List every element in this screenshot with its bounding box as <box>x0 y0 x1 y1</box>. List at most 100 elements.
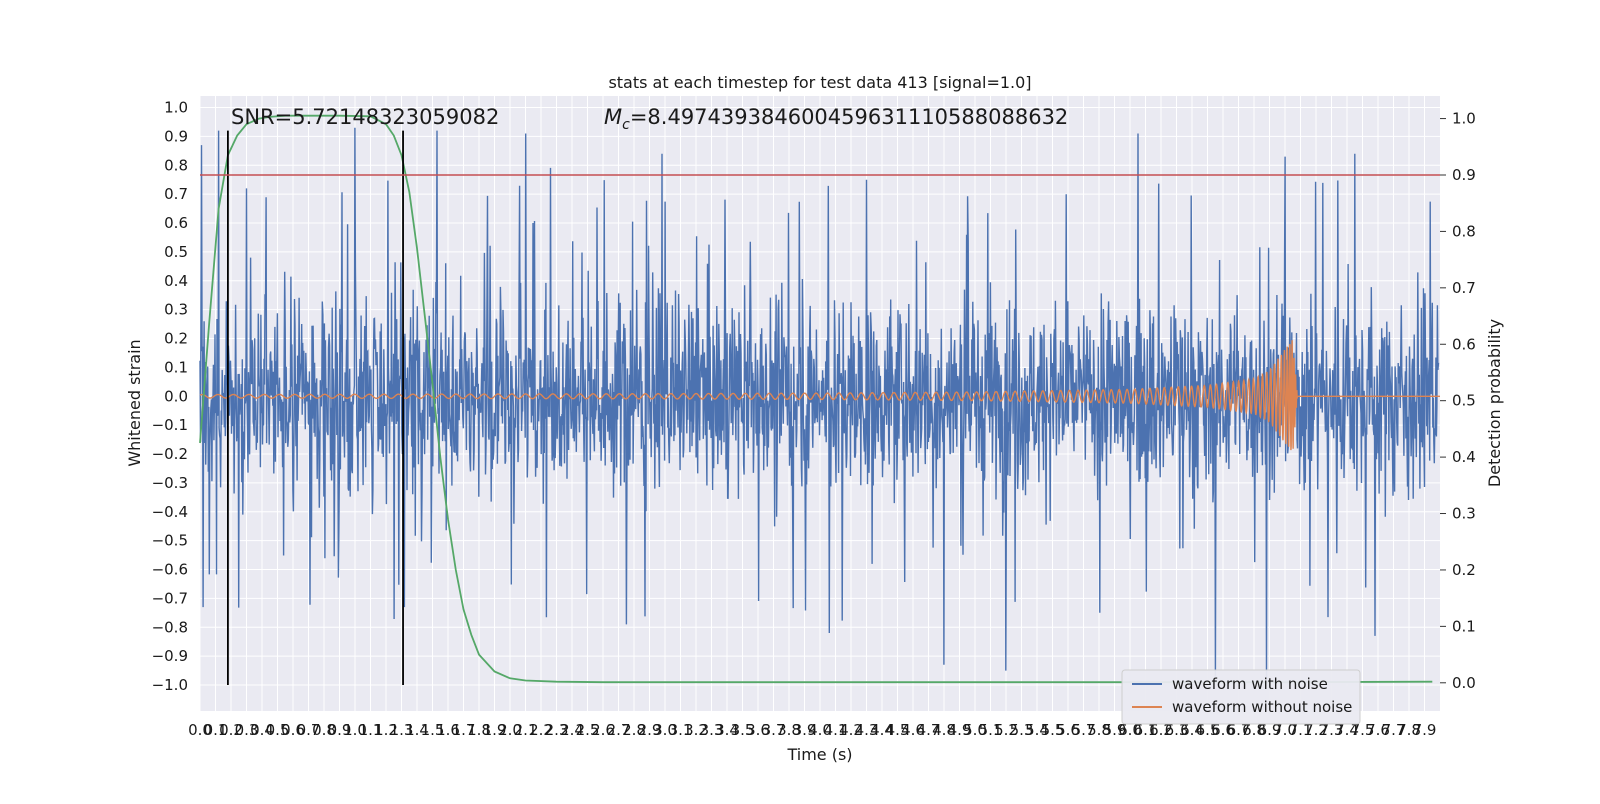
x-tick-label: 1.7 <box>452 721 476 739</box>
x-tick-label: 1.4 <box>405 721 429 739</box>
x-tick-label: 7.5 <box>1351 721 1375 739</box>
y-right-tick-label: 0.4 <box>1452 448 1476 466</box>
detection-probability-line <box>199 114 1433 684</box>
x-tick-label: 1.6 <box>436 721 460 739</box>
y-left-tick-label: 0.0 <box>164 387 188 405</box>
x-tick-label: 1.8 <box>467 721 491 739</box>
x-tick-label: 4.0 <box>808 721 832 739</box>
x-tick-label: 3.2 <box>684 721 708 739</box>
x-tick-label: 7.2 <box>1304 721 1328 739</box>
x-tick-label: 3.7 <box>762 721 786 739</box>
x-tick-label: 7.1 <box>1289 721 1313 739</box>
series-waveform-with-noise <box>199 127 1440 680</box>
y-left-tick-label: 1.0 <box>164 99 188 117</box>
chirp-mass-symbol: M <box>604 105 622 129</box>
x-tick-labels: 0.00.10.20.30.40.50.60.70.80.91.01.11.21… <box>188 721 1436 739</box>
y-right-tick-label: 0.5 <box>1452 392 1476 410</box>
x-tick-label: 1.0 <box>343 721 367 739</box>
x-tick-label: 7.8 <box>1397 721 1421 739</box>
y-right-tick-label: 1.0 <box>1452 110 1476 128</box>
y-left-tick-labels: 1.0 0.9 0.8 0.7 0.6 0.5 0.4 0.3 0.2 0.1 0.0 −0.1 −0.… <box>152 99 188 694</box>
x-tick-label: 3.1 <box>669 721 693 739</box>
y-left-tick-label: 0.4 <box>164 272 188 290</box>
x-tick-label: 6.6 <box>1211 721 1235 739</box>
waveform-with-noise-line <box>199 127 1440 680</box>
y-right-axis-title: Detection probability <box>1485 319 1504 487</box>
x-tick-label: 2.1 <box>514 721 538 739</box>
x-tick-label: 5.5 <box>1041 721 1065 739</box>
y-right-tick-label: 0.7 <box>1452 279 1476 297</box>
y-left-tick-label: −0.4 <box>152 503 188 521</box>
x-tick-label: 1.5 <box>421 721 445 739</box>
y-right-tick-labels: 1.0 0.9 0.8 0.7 0.6 0.5 0.4 0.3 0.2 0.1 0.0 <box>1440 110 1476 692</box>
x-tick-label: 0.5 <box>266 721 290 739</box>
x-tick-label: 3.4 <box>715 721 739 739</box>
x-tick-label: 3.0 <box>653 721 677 739</box>
x-tick-label: 6.8 <box>1242 721 1266 739</box>
x-tick-label: 0.4 <box>250 721 274 739</box>
y-left-tick-label: −0.5 <box>152 532 188 550</box>
y-left-tick-label: −0.3 <box>152 474 188 492</box>
y-left-tick-label: −0.2 <box>152 445 188 463</box>
x-tick-label: 4.9 <box>948 721 972 739</box>
x-tick-label: 1.3 <box>390 721 414 739</box>
x-tick-label: 5.7 <box>1072 721 1096 739</box>
y-right-tick-label: 0.0 <box>1452 674 1476 692</box>
y-right-tick-label: 0.9 <box>1452 166 1476 184</box>
y-left-tick-label: −0.9 <box>152 647 188 665</box>
x-tick-label: 2.4 <box>560 721 584 739</box>
y-left-tick-label: 0.8 <box>164 156 188 174</box>
x-tick-label: 5.8 <box>1087 721 1111 739</box>
x-tick-label: 1.2 <box>374 721 398 739</box>
snr-annotation: SNR=5.72148323059082 <box>231 105 499 129</box>
x-tick-label: 2.8 <box>622 721 646 739</box>
y-left-tick-label: −1.0 <box>152 676 188 694</box>
vertical-markers <box>226 130 404 686</box>
chart-title: stats at each timestep for test data 413… <box>608 73 1031 92</box>
y-right-tick-label: 0.2 <box>1452 561 1476 579</box>
x-tick-label: 5.9 <box>1103 721 1127 739</box>
x-tick-label: 6.7 <box>1227 721 1251 739</box>
x-axis-title: Time (s) <box>786 745 852 764</box>
legend-label-clean: waveform without noise <box>1172 698 1352 716</box>
x-tick-label: 4.7 <box>917 721 941 739</box>
y-left-tick-label: 0.1 <box>164 358 188 376</box>
y-left-tick-label: 0.2 <box>164 330 188 348</box>
x-tick-label: 0.7 <box>297 721 321 739</box>
x-tick-label: 2.9 <box>638 721 662 739</box>
y-left-tick-label: 0.7 <box>164 185 188 203</box>
x-tick-label: 6.1 <box>1134 721 1158 739</box>
chirp-mass-annotation: Mc=8.497439384600459631110588088632 <box>604 105 1068 133</box>
legend-box <box>1121 669 1361 725</box>
x-tick-label: 7.9 <box>1413 721 1437 739</box>
x-tick-label: 3.5 <box>731 721 755 739</box>
x-tick-label: 0.0 <box>188 721 212 739</box>
y-left-tick-label: 0.3 <box>164 301 188 319</box>
x-tick-label: 3.6 <box>746 721 770 739</box>
x-tick-label: 7.0 <box>1273 721 1297 739</box>
x-tick-label: 0.3 <box>235 721 259 739</box>
x-tick-label: 4.3 <box>855 721 879 739</box>
legend-label-noise: waveform with noise <box>1172 675 1328 693</box>
x-tick-label: 6.5 <box>1196 721 1220 739</box>
x-tick-label: 7.7 <box>1382 721 1406 739</box>
x-tick-label: 6.4 <box>1180 721 1204 739</box>
y-right-tick-label: 0.8 <box>1452 222 1476 240</box>
x-tick-label: 5.4 <box>1025 721 1049 739</box>
chirp-mass-value: =8.497439384600459631110588088632 <box>630 105 1068 129</box>
x-tick-label: 4.6 <box>901 721 925 739</box>
y-left-tick-label: −0.8 <box>152 618 188 636</box>
y-left-axis-title: Whitened strain <box>125 339 144 466</box>
x-tick-label: 1.1 <box>359 721 383 739</box>
x-tick-label: 5.6 <box>1056 721 1080 739</box>
series-detection-probability <box>199 114 1433 684</box>
x-tick-label: 5.3 <box>1010 721 1034 739</box>
x-tick-label: 7.3 <box>1320 721 1344 739</box>
x-tick-label: 7.6 <box>1366 721 1390 739</box>
y-left-tick-label: 0.5 <box>164 243 188 261</box>
y-right-tick-label: 0.1 <box>1452 617 1476 635</box>
x-tick-label: 0.8 <box>312 721 336 739</box>
chirp-mass-subscript: c <box>622 117 630 133</box>
